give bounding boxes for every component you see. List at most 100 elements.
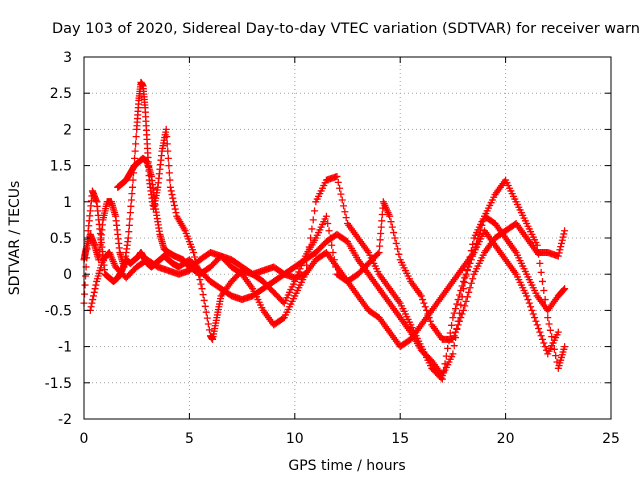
data-point-track-c-interp [421, 303, 429, 311]
y-tick-label: 1.5 [50, 159, 72, 175]
x-tick-label: 15 [391, 431, 409, 447]
y-tick-label: 3 [63, 50, 72, 66]
data-point-track-b-interp [340, 202, 348, 210]
data-point-track-c-interp [463, 293, 471, 301]
data-point-track-a [561, 285, 569, 293]
data-point-track-b-interp [128, 190, 136, 198]
data-point-track-a-interp [81, 290, 89, 298]
data-point-track-c-interp [469, 275, 477, 283]
data-point-track-b-interp [126, 215, 134, 223]
data-point-track-b-interp [309, 216, 317, 224]
data-point-track-b-interp [440, 367, 448, 375]
data-point-track-d-interp [529, 310, 537, 318]
data-point-track-b-interp [131, 147, 139, 155]
data-point-track-b-interp [545, 320, 553, 328]
data-point-track-b [544, 314, 552, 322]
data-point-track-c-interp [420, 299, 428, 307]
data-point-track-c-interp [458, 310, 466, 318]
data-point-track-b-interp [542, 305, 550, 313]
data-point-track-b-interp [311, 207, 319, 215]
data-point-track-d-interp [532, 317, 540, 325]
data-point-track-d-interp [89, 292, 97, 300]
data-point-track-b-interp [205, 326, 213, 334]
data-point-track-c-interp [329, 248, 337, 256]
data-point-track-c [561, 227, 569, 235]
data-point-track-c-interp [391, 234, 399, 242]
data-point-track-b-interp [537, 268, 545, 276]
data-point-track-c-interp [328, 241, 336, 249]
data-point-track-b [449, 314, 457, 322]
data-point-track-d-interp [537, 332, 545, 340]
data-point-track-c-interp [377, 229, 385, 237]
data-point-track-b [198, 285, 206, 293]
data-point-track-b-interp [201, 302, 209, 310]
data-point-track-b-interp [541, 296, 549, 304]
data-point-track-c [554, 252, 562, 260]
data-point-track-b-interp [479, 217, 487, 225]
data-point-track-c-interp [457, 314, 465, 322]
y-tick-label: 1 [63, 195, 72, 211]
data-point-track-b-interp [127, 196, 135, 204]
data-point-track-b-interp [461, 274, 469, 282]
data-point-track-c-interp [560, 230, 568, 238]
data-point-track-b-interp [165, 162, 173, 170]
data-point-track-b [190, 248, 198, 256]
data-point-track-b [162, 125, 170, 133]
data-point-track-c-interp [419, 296, 427, 304]
data-point-track-c-interp [454, 321, 462, 329]
data-point-track-b-interp [132, 133, 140, 141]
data-point-track-c-interp [455, 317, 463, 325]
data-point-track-b [128, 183, 136, 191]
data-point-track-c-interp [557, 239, 565, 247]
x-axis-label: GPS time / hours [288, 458, 405, 474]
data-point-track-b-interp [164, 154, 172, 162]
data-point-track-b-interp [457, 286, 465, 294]
data-point-track-c-interp [461, 302, 469, 310]
data-point-track-d-interp [87, 303, 95, 311]
y-tick-label: -1 [58, 340, 72, 356]
data-point-track-a-interp [450, 342, 458, 350]
data-point-track-c-interp [293, 271, 301, 279]
data-point-track-a [449, 350, 457, 358]
data-point-track-a-interp [82, 272, 90, 280]
data-point-track-d-interp [90, 288, 98, 296]
data-point-track-b [438, 375, 446, 383]
data-point-track-c-interp [462, 297, 470, 305]
data-point-track-b-interp [441, 360, 449, 368]
data-point-track-b-interp [550, 345, 558, 353]
data-point-track-b-interp [129, 176, 137, 184]
data-point-track-b-interp [168, 191, 176, 199]
data-point-track-c [417, 292, 425, 300]
x-tick-label: 25 [602, 431, 620, 447]
y-tick-labels: -2 -1.5 -1 -0.5 0 0.5 1 1.5 2 2.5 3 [45, 50, 72, 428]
x-tick-label: 5 [185, 431, 194, 447]
data-point-track-b-interp [203, 314, 211, 322]
data-point-track-b-interp [540, 286, 548, 294]
x-tick-label: 20 [497, 431, 515, 447]
y-axis-label: SDTVAR / TECUs [7, 181, 23, 296]
data-point-track-b-interp [453, 300, 461, 308]
data-point-track-b-interp [450, 309, 458, 317]
data-point-track-c-interp [465, 288, 473, 296]
data-point-track-b-interp [437, 374, 445, 382]
y-tick-label: 2 [63, 122, 72, 138]
data-point-track-c-interp [377, 223, 385, 231]
data-point-track-b-interp [548, 333, 556, 341]
axis-ticks [83, 56, 612, 420]
data-point-track-b [166, 183, 174, 191]
data-point-track-c-interp [394, 245, 402, 253]
data-point-track-b-interp [127, 202, 135, 210]
data-point-track-b-interp [125, 228, 133, 236]
data-point-track-c [459, 306, 467, 314]
data-point-track-d-interp [540, 339, 548, 347]
data-point-track-c-interp [452, 328, 460, 336]
data-point-track-c-interp [295, 268, 303, 276]
data-point-track-b-interp [170, 198, 178, 206]
data-point-track-d-interp [91, 285, 99, 293]
y-tick-label: 2.5 [50, 86, 72, 102]
data-point-track-c-interp [467, 279, 475, 287]
data-point-track-c-interp [296, 265, 304, 273]
data-point-track-b-interp [478, 221, 486, 229]
data-point-track-d [554, 328, 562, 336]
data-point-track-b-interp [455, 291, 463, 299]
